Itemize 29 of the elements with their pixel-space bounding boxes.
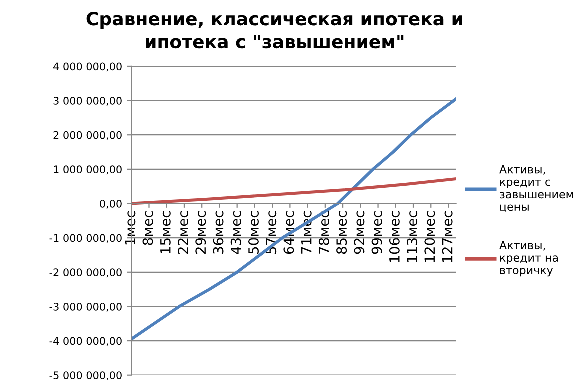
x-tick-label: 8мес bbox=[142, 212, 154, 246]
x-tick-label: 29мес bbox=[196, 212, 206, 254]
x-tick-label: 57мес bbox=[266, 212, 277, 254]
x-tick-label: 36мес bbox=[213, 212, 224, 254]
x-tick-label: 106мес bbox=[389, 212, 400, 262]
y-tick-label: 3 000 000,00 bbox=[54, 97, 122, 106]
y-tick-label: -5 000 000,00 bbox=[50, 372, 122, 381]
x-tick-label: 78мес bbox=[318, 212, 330, 254]
x-tick-label: 92мес bbox=[354, 212, 365, 254]
x-tick-label: 99мес bbox=[372, 212, 382, 254]
x-tick-label: 113мес bbox=[407, 212, 418, 262]
y-tick-label: 0,00 bbox=[100, 200, 122, 209]
x-tick-label: 50мес bbox=[248, 212, 259, 254]
y-tick-label: 2 000 000,00 bbox=[54, 131, 122, 140]
y-tick-label: 1 000 000,00 bbox=[54, 166, 122, 175]
y-tick-label: -1 000 000,00 bbox=[50, 234, 122, 244]
x-tick-label: 127мес bbox=[442, 212, 453, 262]
x-tick-label: 120мес bbox=[424, 212, 436, 262]
y-tick-label: -3 000 000,00 bbox=[50, 302, 122, 312]
x-tick-label: 85мес bbox=[336, 212, 348, 254]
y-tick-label: -2 000 000,00 bbox=[50, 268, 122, 278]
y-tick-label: 4 000 000,00 bbox=[54, 62, 122, 72]
chart-title: Сравнение, классическая ипотека и ипотека с "завышением" bbox=[86, 12, 462, 49]
legend-label: Активы, кредит с завышением цены bbox=[500, 166, 574, 212]
x-tick-label: 43мес bbox=[230, 212, 242, 254]
y-tick-label: -4 000 000,00 bbox=[50, 337, 122, 346]
legend-label: Активы, кредит на вторичку bbox=[500, 241, 558, 277]
x-tick-label: 22мес bbox=[178, 212, 189, 254]
x-tick-label: 15мес bbox=[160, 212, 171, 254]
